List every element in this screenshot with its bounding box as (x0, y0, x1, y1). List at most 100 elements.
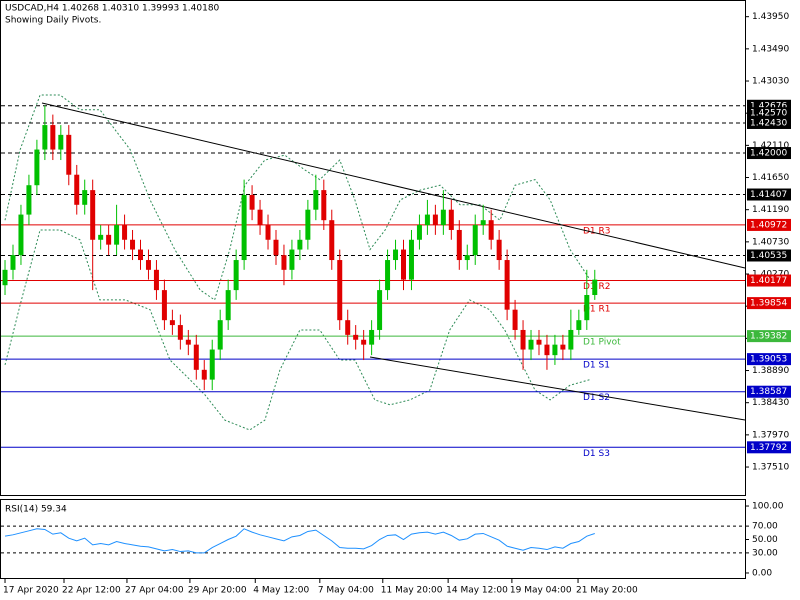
candle-body (504, 260, 510, 310)
candle-body (257, 209, 263, 226)
rsi-tick-label: 100.00 (752, 502, 784, 512)
rsi-frame (0, 499, 746, 579)
y-tick-label: 1.40270 (752, 270, 789, 280)
y-tick-label: 1.43030 (752, 77, 789, 87)
candle-body (377, 290, 383, 330)
candle-body (273, 239, 279, 256)
candle-body (153, 269, 159, 291)
candle-body (369, 329, 375, 345)
level-box (747, 441, 791, 454)
candle-body (544, 344, 550, 356)
candle-body (385, 260, 391, 291)
candle-body (305, 209, 311, 240)
level-name: D1 S3 (583, 449, 610, 459)
candle-body (50, 125, 56, 150)
candle-body (249, 195, 255, 210)
candle-body (424, 214, 430, 226)
y-tick-label: 1.38430 (752, 398, 789, 408)
x-tick-label: 21 May 20:00 (576, 586, 638, 596)
candle-body (201, 369, 207, 380)
candle-body (90, 190, 96, 240)
candle-body (520, 329, 526, 350)
level-label: 1.37792 (750, 443, 787, 453)
candle-body (329, 220, 335, 261)
level-label: 1.40972 (750, 220, 787, 230)
level-label: 1.41407 (750, 190, 787, 200)
level-box (747, 274, 791, 287)
y-tick-label: 1.37970 (752, 430, 789, 440)
level-box (747, 330, 791, 343)
rsi-tick-label: 30.00 (752, 548, 778, 558)
candle-body (10, 255, 16, 270)
level-label: 1.40177 (750, 276, 787, 286)
candle-body (488, 220, 494, 240)
x-tick-label: 22 Apr 12:00 (62, 586, 121, 596)
rsi-label: RSI(14) 59.34 (5, 505, 67, 515)
level-label: 1.42570 (750, 109, 787, 119)
rsi-tick-label: 70.00 (752, 522, 778, 532)
y-tick-label: 1.43490 (752, 44, 789, 54)
candle-body (592, 279, 598, 296)
candle-body (408, 239, 414, 280)
candle-body (169, 320, 175, 326)
y-tick-label: 1.42110 (752, 141, 789, 151)
level-box (747, 218, 791, 231)
candle-body (440, 209, 446, 226)
x-tick-label: 7 May 04:00 (318, 586, 374, 596)
candle-body (177, 325, 183, 340)
candle-body (130, 239, 136, 250)
level-name: D1 R3 (583, 226, 611, 236)
candle-body (217, 320, 223, 350)
candle-body (560, 344, 566, 350)
candle-body (480, 220, 486, 226)
candle-body (393, 249, 399, 261)
band (4, 94, 591, 301)
candle-body (512, 309, 518, 330)
candle-body (456, 229, 462, 261)
x-tick-label: 4 May 12:00 (253, 586, 309, 596)
x-tick-label: 14 May 12:00 (446, 586, 508, 596)
main-frame (0, 0, 746, 496)
candle-body (297, 239, 303, 250)
candle-body (584, 295, 590, 321)
candle-body (289, 249, 295, 270)
candle-body (138, 249, 144, 261)
candle-body (34, 149, 40, 186)
candle-body (576, 320, 582, 330)
level-box (747, 188, 791, 201)
rsi-tick-label: 0.00 (752, 568, 772, 578)
candle-body (18, 214, 24, 256)
level-label: 1.42676 (750, 101, 787, 111)
x-tick-label: 11 May 20:00 (381, 586, 443, 596)
level-name: D1 S2 (583, 393, 610, 403)
y-tick-label: 1.37510 (752, 463, 789, 473)
candle-body (185, 339, 191, 345)
x-tick-label: 19 May 04:00 (510, 586, 572, 596)
level-label: 1.39053 (750, 355, 787, 365)
candle-body (241, 195, 247, 261)
candle-body (496, 239, 502, 261)
level-box (747, 385, 791, 398)
candle-body (98, 234, 104, 240)
y-tick-label: 1.38890 (752, 366, 789, 376)
candle-body (416, 225, 422, 240)
candle-body (281, 255, 287, 270)
level-label: 1.40535 (750, 251, 787, 261)
candle-body (26, 185, 32, 215)
level-label: 1.39382 (750, 332, 787, 342)
rsi-tick-label: 50.00 (752, 535, 778, 545)
level-box (747, 107, 791, 120)
level-name: D1 Pivot (583, 338, 621, 348)
trendline (369, 356, 746, 421)
level-box (747, 116, 791, 129)
level-box (747, 249, 791, 262)
level-box (747, 353, 791, 366)
candle-body (225, 290, 231, 321)
candle-body (361, 339, 367, 345)
level-label: 1.42000 (750, 149, 787, 159)
candle-body (472, 225, 478, 256)
level-label: 1.42430 (750, 118, 787, 128)
y-tick-label: 1.40730 (752, 237, 789, 247)
